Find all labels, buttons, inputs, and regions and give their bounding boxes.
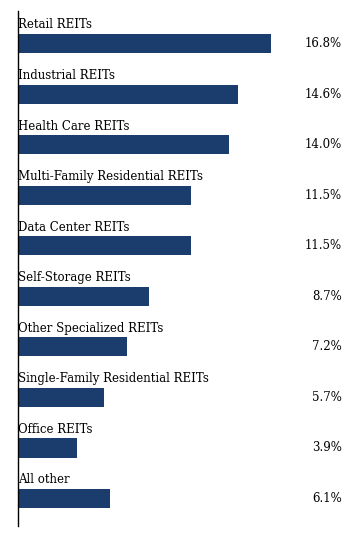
Bar xyxy=(18,337,126,357)
Text: 5.7%: 5.7% xyxy=(312,391,342,404)
Bar xyxy=(18,489,110,508)
Text: Self-Storage REITs: Self-Storage REITs xyxy=(18,271,131,284)
Bar xyxy=(18,186,191,205)
Text: Single-Family Residential REITs: Single-Family Residential REITs xyxy=(18,372,209,385)
Text: Data Center REITs: Data Center REITs xyxy=(18,221,130,234)
Text: Office REITs: Office REITs xyxy=(18,423,93,436)
Text: Retail REITs: Retail REITs xyxy=(18,18,92,32)
Text: 11.5%: 11.5% xyxy=(305,188,342,202)
Bar xyxy=(18,236,191,256)
Bar xyxy=(18,287,149,306)
Text: Health Care REITs: Health Care REITs xyxy=(18,120,130,133)
Bar xyxy=(18,135,229,154)
Text: 11.5%: 11.5% xyxy=(305,240,342,252)
Text: 3.9%: 3.9% xyxy=(312,441,342,454)
Text: 7.2%: 7.2% xyxy=(312,340,342,353)
Bar xyxy=(18,388,104,407)
Text: Industrial REITs: Industrial REITs xyxy=(18,69,115,82)
Text: 6.1%: 6.1% xyxy=(312,492,342,505)
Bar xyxy=(18,84,238,104)
Bar xyxy=(18,34,271,53)
Text: 14.0%: 14.0% xyxy=(305,138,342,151)
Text: Other Specialized REITs: Other Specialized REITs xyxy=(18,322,163,335)
Text: Multi-Family Residential REITs: Multi-Family Residential REITs xyxy=(18,170,203,183)
Bar xyxy=(18,438,77,458)
Text: 14.6%: 14.6% xyxy=(305,88,342,100)
Text: All other: All other xyxy=(18,473,69,487)
Text: 16.8%: 16.8% xyxy=(305,37,342,50)
Text: 8.7%: 8.7% xyxy=(312,290,342,303)
